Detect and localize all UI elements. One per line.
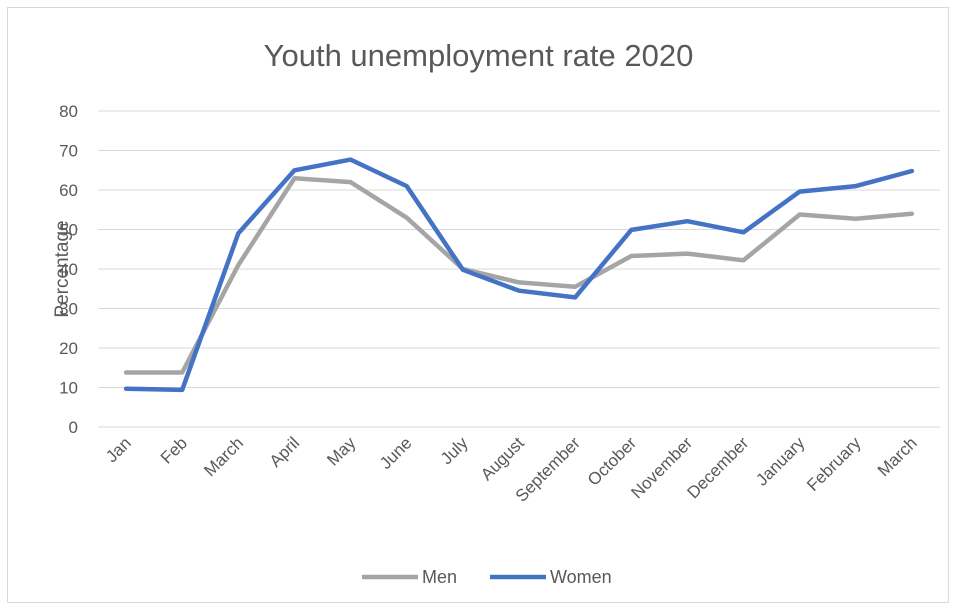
y-tick-label: 30 [59, 300, 78, 319]
legend-label: Men [422, 567, 457, 587]
y-tick-label: 50 [59, 221, 78, 240]
x-tick-label: December [683, 433, 752, 502]
x-tick-label: Jan [102, 433, 135, 466]
series-line-women [123, 157, 915, 393]
x-tick-label: February [803, 433, 865, 495]
x-tick-label: March [200, 433, 247, 480]
y-tick-label: 20 [59, 339, 78, 358]
y-tick-label: 40 [59, 260, 78, 279]
legend: Men Women [362, 567, 612, 587]
y-tick-label: 80 [59, 102, 78, 121]
x-tick-label: June [376, 433, 416, 473]
x-tick-labels: Jan Feb March April May June July AugustSeptemb… [102, 433, 921, 506]
series-line-men [123, 175, 915, 375]
chart-frame [7, 7, 949, 603]
gridlines [98, 110, 940, 428]
x-tick-label: April [266, 433, 303, 470]
chart-title: Youth unemployment rate 2020 [263, 38, 694, 73]
x-tick-label: October [584, 433, 640, 489]
legend-label: Women [550, 567, 612, 587]
x-tick-label: Feb [157, 433, 191, 467]
x-tick-label: July [437, 433, 472, 468]
y-tick-label: 70 [59, 142, 78, 161]
y-axis-label: Percentage [52, 220, 73, 317]
x-tick-label: May [323, 433, 359, 469]
y-tick-label: 60 [59, 181, 78, 200]
x-tick-label: March [874, 433, 921, 480]
x-tick-label: January [752, 433, 809, 490]
series-lines [123, 157, 915, 393]
y-tick-label: 0 [69, 418, 78, 437]
x-tick-label: August [477, 433, 528, 484]
y-tick-labels: 0 10 20 30 40 50 60 70 80 [59, 102, 78, 437]
y-tick-label: 10 [59, 379, 78, 398]
